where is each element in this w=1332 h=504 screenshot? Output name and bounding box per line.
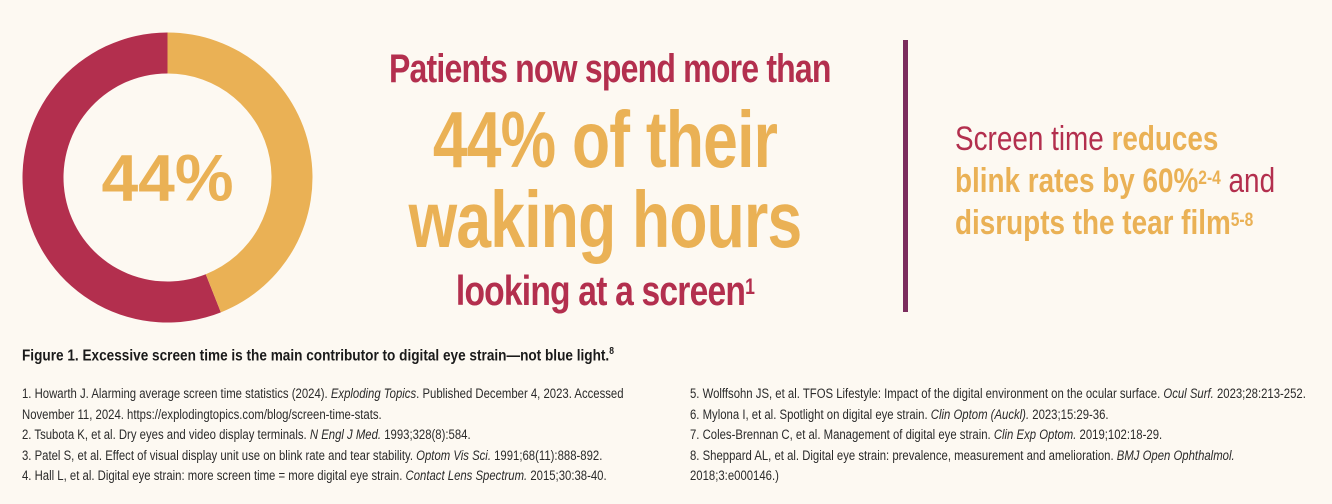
side-text-blink-rates: blink rates by 60% [955,162,1199,200]
side-statement: Screen time reduces blink rates by 60%2-… [955,118,1325,244]
reference-3-text: 3. Patel S, et al. Effect of visual disp… [22,447,417,463]
donut-center-label: 44% [101,141,233,215]
references-left-column: 1. Howarth J. Alarming average screen ti… [22,384,722,487]
reference-2-details: 1993;328(8):584. [381,427,471,442]
reference-5-journal: Ocul Surf. [1163,386,1214,401]
headline-line-2: 44% of their [432,95,778,184]
side-line-3: disrupts the tear film5-8 [955,202,1258,244]
reference-2: 2. Tsubota K, et al. Dry eyes and video … [22,425,610,446]
headline-line-3: waking hours [408,175,803,264]
reference-7-text: 7. Coles-Brennan C, et al. Management of… [690,427,994,442]
figure-caption: Figure 1. Excessive screen time is the m… [22,346,614,365]
reference-2-journal: N Engl J Med. [309,427,382,442]
reference-8-text: 8. Sheppard AL, et al. Digital eye strai… [690,447,1117,463]
figure-caption-footnote: 8 [609,346,614,357]
headline: Patients now spend more than 44% of thei… [335,38,875,320]
reference-6-journal: Clin Optom (Auckl). [930,406,1030,422]
donut-chart: 44% [20,30,315,325]
side-text-screen-time: Screen time [955,120,1112,158]
reference-7-journal: Clin Exp Optom. [993,427,1077,442]
reference-1-continued: November 11, 2024. https://explodingtopi… [22,406,382,422]
reference-1-text: 1. Howarth J. Alarming average screen ti… [22,386,331,401]
side-line-2: blink rates by 60%2-4 and [955,160,1275,202]
reference-4: 4. Hall L, et al. Digital eye strain: mo… [22,466,610,487]
reference-8: 8. Sheppard AL, et al. Digital eye strai… [690,446,1235,467]
reference-8-journal: BMJ Open Ophthalmol. [1116,447,1235,463]
figure-caption-text: Figure 1. Excessive screen time is the m… [22,347,610,365]
reference-6: 6. Mylona I, et al. Spotlight on digital… [690,405,1228,426]
reference-7: 7. Coles-Brennan C, et al. Management of… [690,425,1228,446]
side-text-tear-film: disrupts the tear film [955,204,1231,242]
references-right-column: 5. Wolffsohn JS, et al. TFOS Lifestyle: … [690,384,1330,487]
reference-8-continued: 2018;3:e000146.) [690,468,779,483]
reference-5: 5. Wolffsohn JS, et al. TFOS Lifestyle: … [690,384,1306,405]
donut-segment-other [22,32,221,323]
donut-svg: 44% [22,32,313,323]
reference-6-text: 6. Mylona I, et al. Spotlight on digital… [690,406,931,422]
reference-4-journal: Contact Lens Spectrum. [405,468,528,483]
reference-3: 3. Patel S, et al. Effect of visual disp… [22,446,610,467]
side-footnote-5-8: 5-8 [1230,210,1254,231]
reference-5-details: 2023;28:213-252. [1213,386,1306,401]
reference-3-details: 1991;68(11):888-892. [490,447,603,463]
headline-footnote-marker: 1 [745,274,755,299]
reference-4-text: 4. Hall L, et al. Digital eye strain: mo… [22,468,406,483]
vertical-divider [903,40,908,312]
side-footnote-2-4: 2-4 [1198,168,1221,189]
headline-line-4: looking at a screen1 [389,262,821,320]
reference-7-details: 2019;102:18-29. [1076,427,1163,442]
reference-2-text: 2. Tsubota K, et al. Dry eyes and video … [22,427,310,442]
side-line-1: Screen time reduces [955,118,1258,160]
reference-5-text: 5. Wolffsohn JS, et al. TFOS Lifestyle: … [690,386,1164,401]
reference-1: 1. Howarth J. Alarming average screen ti… [22,384,624,405]
side-text-reduces: reduces [1111,120,1219,158]
reference-1-journal: Exploding Topics [330,386,417,401]
reference-6-details: 2023;15:29-36. [1029,406,1109,422]
reference-4-details: 2015;30:38-40. [527,468,607,483]
donut-segment-screen-time [167,32,313,313]
headline-line-4-text: looking at a screen [455,267,746,314]
reference-3-journal: Optom Vis Sci. [416,447,491,463]
reference-1-details: . Published December 4, 2023. Accessed [416,386,624,401]
headline-line-1: Patients now spend more than [389,47,831,91]
side-text-and: and [1220,162,1276,200]
